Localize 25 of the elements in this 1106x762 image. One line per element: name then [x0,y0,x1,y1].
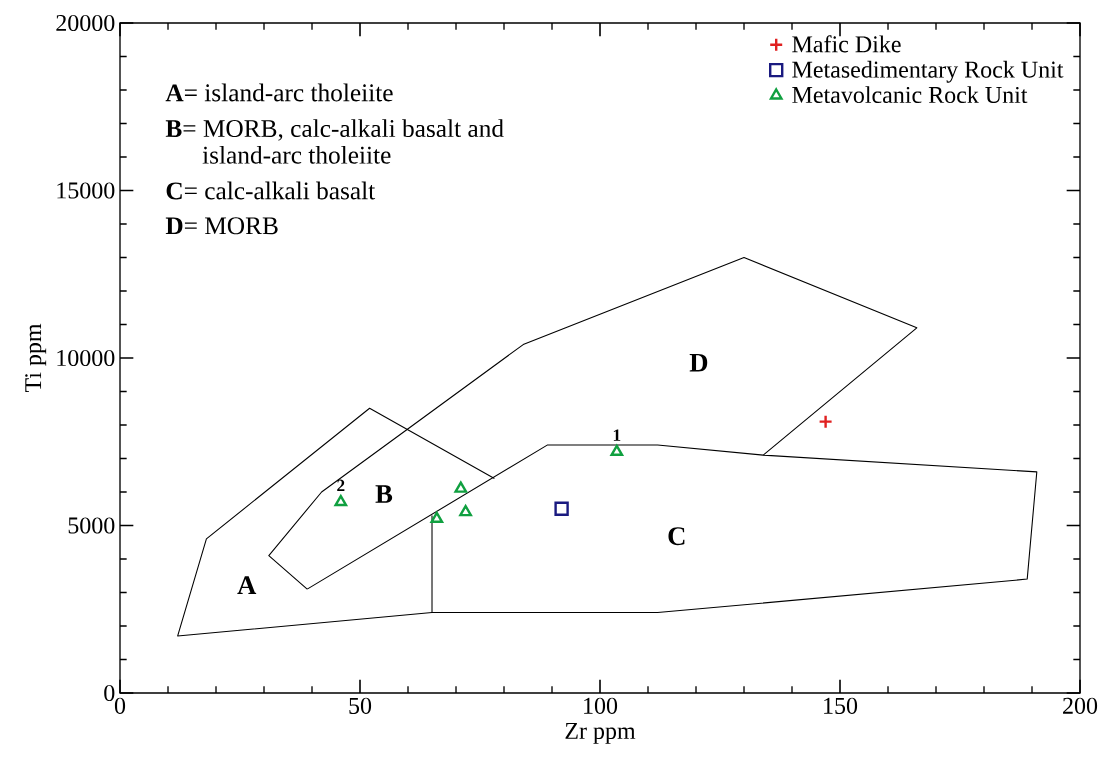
y-tick-label: 0 [104,684,115,702]
annotation: C= calc-alkali basalt [166,181,376,200]
annotation: 2 [337,479,345,492]
x-axis-title: Zr ppm [565,723,636,744]
legend-label: Mafic Dike [792,35,901,53]
x-tick-label: 200 [1063,697,1098,714]
annotation: 1 [613,429,621,441]
annotation: C [668,527,685,546]
y-tick-label: 5000 [68,517,115,534]
x-tick-label: 0 [114,697,126,714]
annotation: B [375,485,393,503]
y-axis-title: Ti ppm [25,323,47,393]
x-tick-label: 50 [349,697,372,714]
legend-label: Metavolcanic Rock Unit [792,86,1028,104]
annotation: B= MORB, calc-alkali basalt and island-arc tholeiite [165,119,504,164]
y-tick-label: 10000 [57,349,115,367]
annotation: D [689,353,708,372]
y-tick-label: 20000 [56,14,115,32]
x-tick-label: 100 [584,697,618,714]
x-tick-label: 150 [824,697,858,714]
annotation: D= MORB [165,217,278,235]
legend-label: Metasedimentary Rock Unit [792,60,1064,83]
annotation: A [237,576,257,594]
annotation: A= island-arc tholeiite [165,83,393,102]
y-tick-label: 15000 [57,182,115,199]
